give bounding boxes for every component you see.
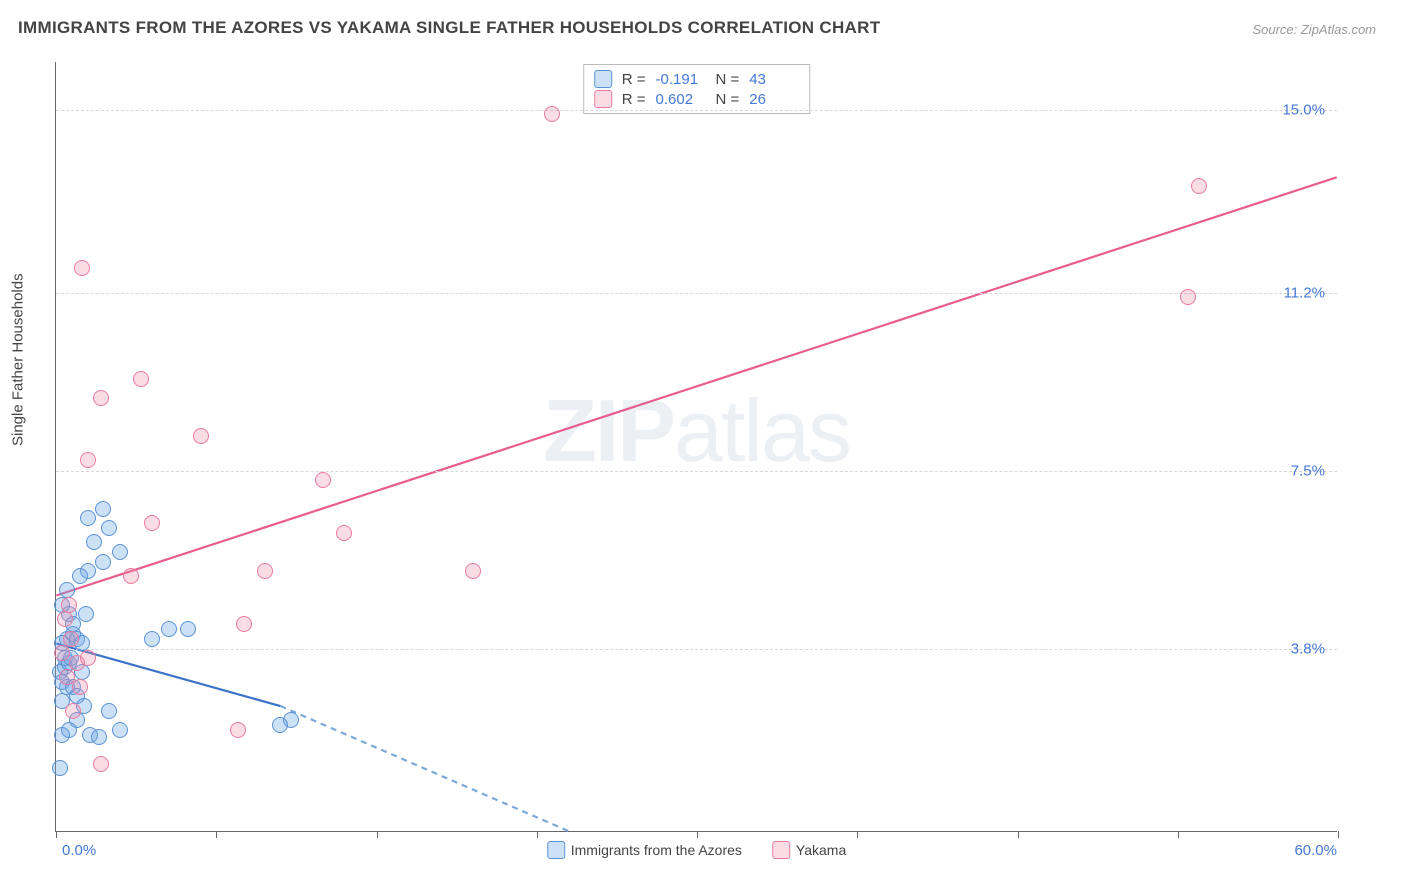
gridline (56, 293, 1337, 294)
legend-label-yakama: Yakama (796, 842, 846, 858)
point-azores (272, 717, 288, 733)
n-value-azores: 43 (749, 71, 799, 88)
point-azores (101, 520, 117, 536)
point-yakama (336, 525, 352, 541)
point-yakama (133, 371, 149, 387)
point-yakama (93, 390, 109, 406)
x-tick (857, 831, 858, 838)
n-value-yakama: 26 (749, 91, 799, 108)
point-azores (112, 544, 128, 560)
point-yakama (544, 106, 560, 122)
point-yakama (72, 679, 88, 695)
trend-lines (56, 62, 1337, 831)
point-yakama (93, 756, 109, 772)
swatch-yakama (594, 90, 612, 108)
point-azores (112, 722, 128, 738)
gridline (56, 471, 1337, 472)
point-azores (80, 510, 96, 526)
y-tick-label: 11.2% (1284, 285, 1325, 302)
y-tick-label: 15.0% (1282, 102, 1325, 119)
point-yakama (257, 563, 273, 579)
point-azores (95, 501, 111, 517)
point-yakama (54, 645, 70, 661)
point-yakama (65, 703, 81, 719)
r-value-azores: -0.191 (656, 71, 706, 88)
point-yakama (236, 616, 252, 632)
point-yakama (193, 428, 209, 444)
point-yakama (1191, 178, 1207, 194)
point-yakama (230, 722, 246, 738)
point-azores (72, 568, 88, 584)
point-yakama (465, 563, 481, 579)
point-yakama (57, 611, 73, 627)
x-tick (56, 831, 57, 838)
x-axis-max-label: 60.0% (1294, 842, 1337, 859)
x-tick (1338, 831, 1339, 838)
chart-title: IMMIGRANTS FROM THE AZORES VS YAKAMA SIN… (18, 18, 880, 38)
r-value-yakama: 0.602 (656, 91, 706, 108)
x-tick (697, 831, 698, 838)
stats-legend-box: R =-0.191 N =43 R =0.602 N =26 (583, 64, 811, 114)
y-tick-label: 3.8% (1291, 641, 1325, 658)
y-tick-label: 7.5% (1291, 463, 1325, 480)
x-tick (537, 831, 538, 838)
legend-item-azores: Immigrants from the Azores (547, 841, 742, 859)
point-azores (78, 606, 94, 622)
legend-bottom: Immigrants from the Azores Yakama (547, 841, 847, 859)
point-yakama (1180, 289, 1196, 305)
x-tick (377, 831, 378, 838)
gridline (56, 110, 1337, 111)
legend-label-azores: Immigrants from the Azores (571, 842, 742, 858)
stats-row-yakama: R =0.602 N =26 (594, 89, 800, 109)
point-azores (144, 631, 160, 647)
x-tick (1178, 831, 1179, 838)
point-yakama (63, 631, 79, 647)
point-azores (101, 703, 117, 719)
point-yakama (74, 260, 90, 276)
point-azores (54, 727, 70, 743)
point-azores (95, 554, 111, 570)
point-yakama (80, 650, 96, 666)
point-azores (180, 621, 196, 637)
point-yakama (80, 452, 96, 468)
stats-row-azores: R =-0.191 N =43 (594, 69, 800, 89)
watermark: ZIPatlas (543, 380, 850, 482)
plot-area: ZIPatlas R =-0.191 N =43 R =0.602 N =26 … (55, 62, 1337, 832)
point-azores (86, 534, 102, 550)
point-azores (91, 729, 107, 745)
point-azores (161, 621, 177, 637)
point-azores (52, 760, 68, 776)
point-yakama (315, 472, 331, 488)
point-yakama (144, 515, 160, 531)
y-axis-title: Single Father Households (10, 273, 27, 446)
x-axis-min-label: 0.0% (62, 842, 96, 859)
legend-swatch-azores (547, 841, 565, 859)
source-label: Source: ZipAtlas.com (1252, 22, 1376, 37)
point-yakama (123, 568, 139, 584)
x-tick (216, 831, 217, 838)
legend-item-yakama: Yakama (772, 841, 846, 859)
swatch-azores (594, 70, 612, 88)
gridline (56, 649, 1337, 650)
x-tick (1018, 831, 1019, 838)
legend-swatch-yakama (772, 841, 790, 859)
